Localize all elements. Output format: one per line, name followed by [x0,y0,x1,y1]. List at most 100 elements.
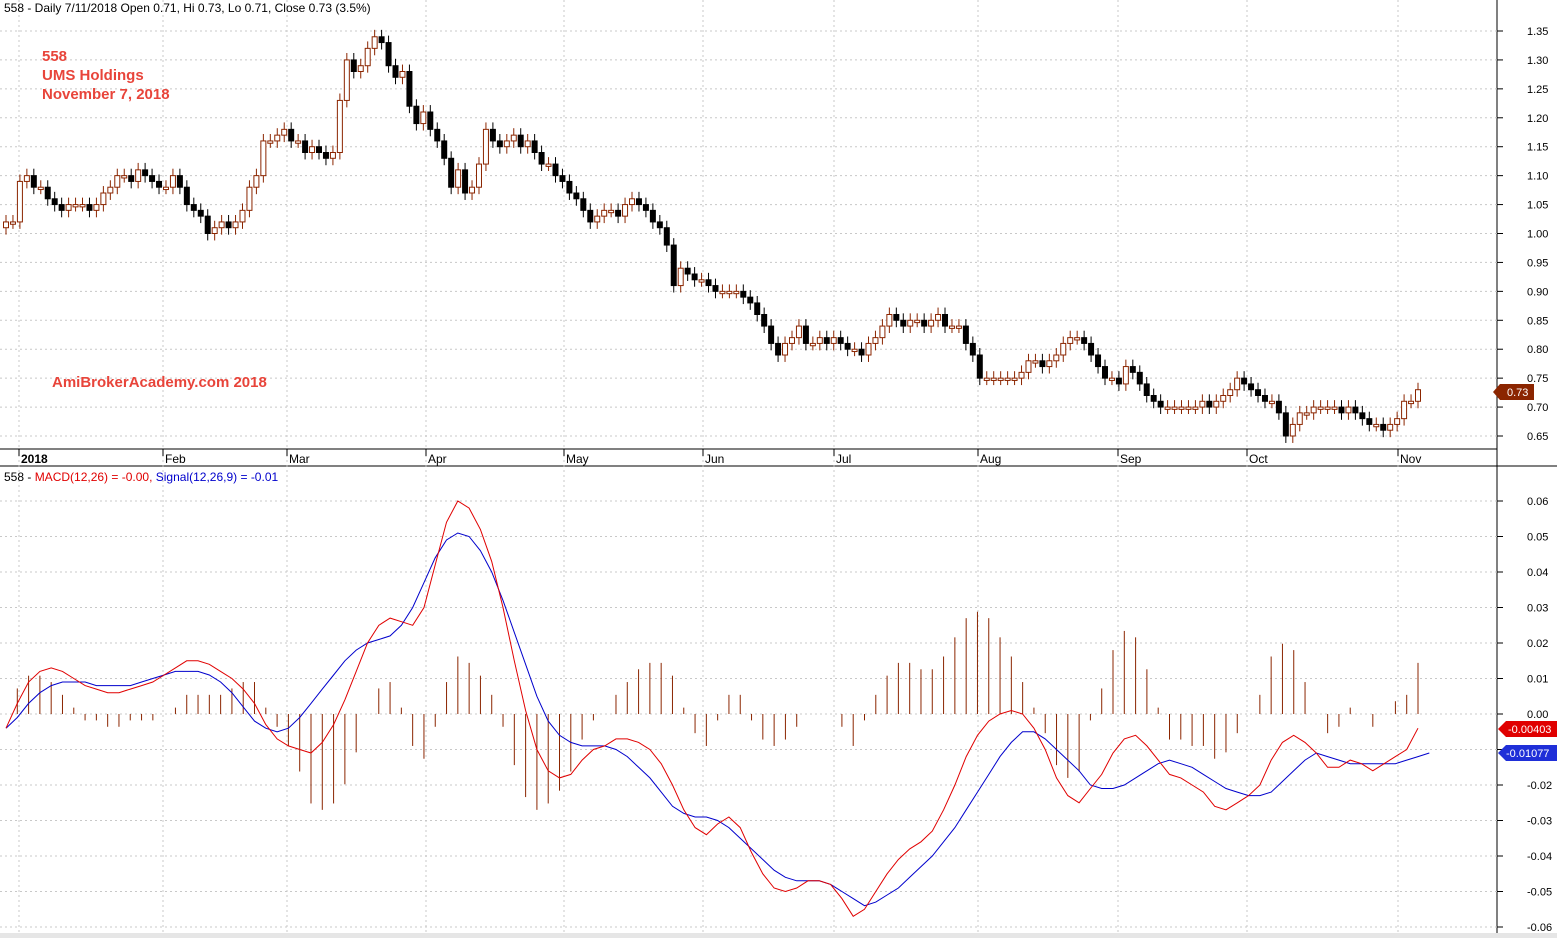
candle-body [37,186,44,191]
candle-body [976,354,983,379]
macd-tick-label: -0.05 [1527,887,1552,899]
candle-body [775,342,782,356]
candle-body [935,314,942,321]
candle-body [1115,377,1122,385]
candle-body [615,209,622,217]
candle-body [183,186,190,206]
candle-body [267,140,274,144]
month-label: Aug [980,452,1001,466]
candle-body [942,314,949,327]
candle-body [441,140,448,159]
candle-body [1108,377,1115,381]
candle-body [489,128,496,142]
candle-body [1296,412,1303,425]
price-tick-label: 0.75 [1527,373,1548,385]
macd-tick-label: 0.02 [1527,638,1548,650]
candle-body [246,186,253,211]
month-label: Mar [289,452,310,466]
candle-body [677,267,684,287]
candle-body [1387,423,1394,431]
candle-body [455,169,462,188]
candle-body [719,290,726,295]
candle-body [371,36,378,49]
price-tick-label: 1.00 [1527,229,1548,241]
candle-body [656,221,663,229]
month-label: Nov [1400,452,1421,466]
candle-body [1206,400,1213,408]
candle-body [253,175,260,188]
macd-tick-label: 0.06 [1527,496,1548,508]
price-tick-label: 0.80 [1527,344,1548,356]
month-label: Apr [428,452,447,466]
candle-body [128,175,135,182]
candle-body [1192,406,1199,410]
candle-body [1324,406,1331,410]
macd-line [5,500,1419,917]
candle-body [211,227,218,234]
candle-body [1150,395,1157,402]
candle-body [357,65,364,73]
macd-value-label: -0.00403 [1508,724,1551,736]
candle-body [1171,406,1178,410]
candle-body [44,186,51,200]
candle-body [816,337,823,344]
macd-histogram [16,611,1419,810]
annotation-ticker: 558 [42,48,67,65]
macd-y-ticks: 0.060.050.040.030.020.010.00-0.01-0.02-0… [1497,496,1552,934]
candle-body [684,267,691,275]
annotation-company: UMS Holdings [42,67,144,84]
candle-body [997,377,1004,381]
signal-value-badge: -0.01077 [1498,745,1557,761]
candle-body [9,221,16,225]
candle-body [580,198,587,211]
sheet-tab-strip[interactable] [0,933,1557,938]
annotation-watermark: AmiBrokerAcademy.com 2018 [52,374,267,391]
candle-body [190,204,197,211]
month-label: Feb [165,452,186,466]
candle-body [1227,389,1234,397]
candle-body [162,186,169,191]
candle-body [329,152,336,159]
candle-body [1053,354,1060,362]
candle-body [350,59,357,72]
candle-body [86,204,93,211]
candle-body [1255,389,1262,397]
candle-body [420,111,427,125]
candle-body [93,204,100,211]
candle-body [378,36,385,44]
candle-body [176,175,183,188]
candle-body [872,337,879,344]
candle-body [712,285,719,292]
price-y-ticks: 1.35 1.30 1.25 1.20 1.15 1.10 1.05 1.00 0.95 0.90… [1497,26,1548,443]
candle-body [1331,406,1338,410]
macd-tick-label: -0.03 [1527,816,1552,828]
price-header: 558 - Daily 7/11/2018 Open 0.71, Hi 0.73… [4,1,371,15]
candle-body [114,175,121,188]
candle-body [538,152,545,165]
candle-body [747,296,754,304]
candle-body [107,186,114,194]
price-pane [0,0,1497,465]
candle-body [1241,377,1248,385]
candle-body [316,146,323,153]
candle-body [1025,360,1032,373]
candle-body [733,290,740,295]
candle-body [559,175,566,182]
candle-body [782,342,789,356]
candle-body [698,279,705,283]
candle-body [886,314,893,327]
price-tick-label: 0.90 [1527,286,1548,298]
month-label: Jul [836,452,851,466]
candle-body [962,325,969,344]
last-price-label: 0.73 [1507,387,1528,399]
candle-body [1199,400,1206,408]
price-tick-label: 1.25 [1527,84,1548,96]
price-tick-label: 0.70 [1527,402,1548,414]
candle-body [1317,406,1324,410]
candle-body [322,152,329,159]
candle-body [1129,366,1136,373]
candle-body [1185,406,1192,410]
candle-body [768,325,775,344]
candle-body [893,314,900,321]
candle-body [1408,400,1415,405]
